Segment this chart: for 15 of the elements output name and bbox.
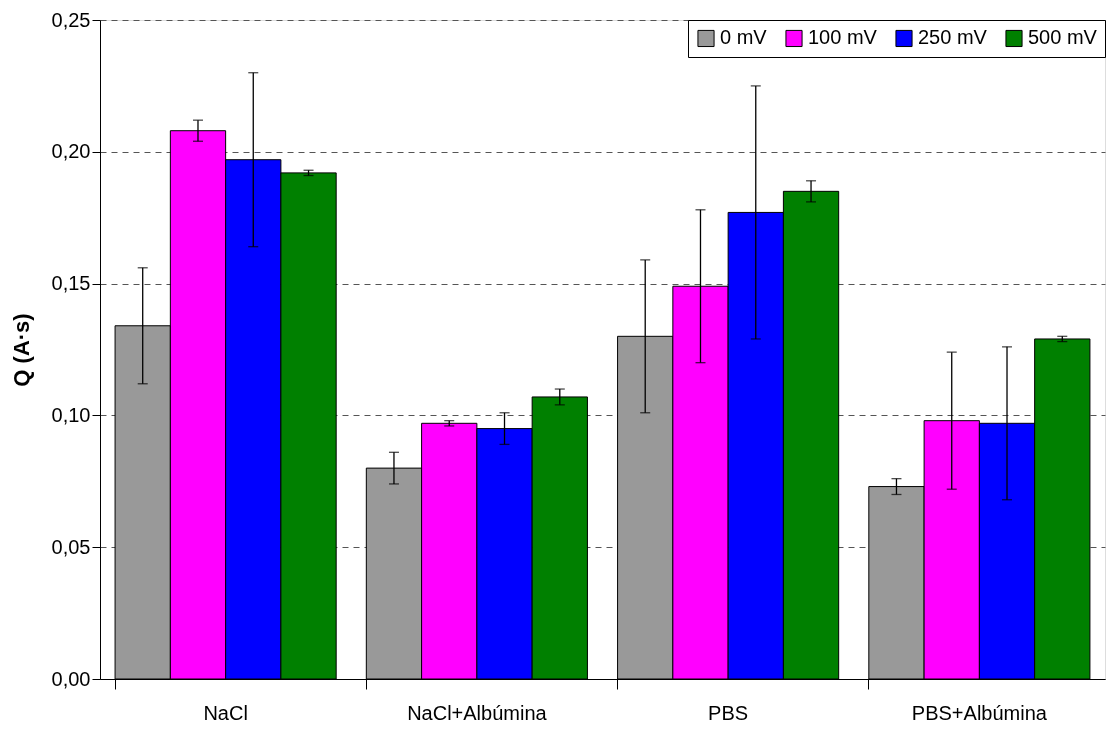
legend-label: 100 mV <box>808 26 878 49</box>
y-tick-label: 0,15 <box>51 272 91 295</box>
y-axis-title: Q (A·s) <box>8 313 34 387</box>
y-tick-label: 0,05 <box>51 535 91 558</box>
x-tick-label: PBS+Albúmina <box>911 701 1048 724</box>
y-tick-label: 0,25 <box>51 8 91 31</box>
x-tick-label: PBS <box>708 701 749 724</box>
legend-label: 250 mV <box>918 26 988 49</box>
legend-label: 0 mV <box>720 26 768 49</box>
x-tick-label: NaCl <box>203 701 248 724</box>
y-tick-label: 0,20 <box>51 140 91 163</box>
x-tick-label: NaCl+Albúmina <box>407 701 548 724</box>
y-tick-label: 0,00 <box>51 667 91 690</box>
y-tick-label: 0,10 <box>51 403 91 426</box>
legend-label: 500 mV <box>1028 26 1098 49</box>
